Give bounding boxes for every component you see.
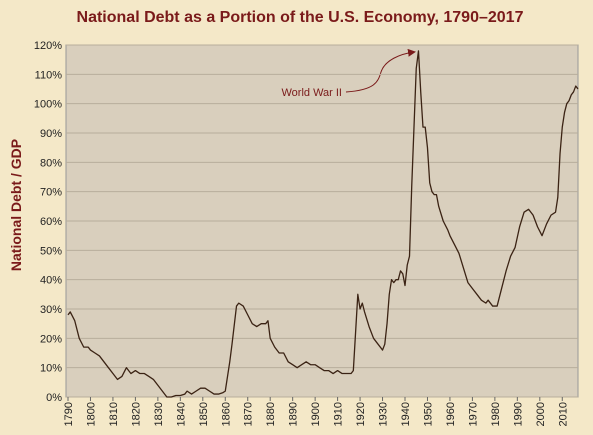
- y-tick-label: 40%: [40, 275, 62, 287]
- chart-title: National Debt as a Portion of the U.S. E…: [77, 9, 524, 26]
- y-axis-label: National Debt / GDP: [8, 139, 24, 271]
- x-tick-label: 1980: [490, 402, 502, 426]
- debt-line: [67, 50, 579, 398]
- y-tick-label: 110%: [35, 69, 63, 81]
- x-tick-label: 1950: [422, 402, 434, 426]
- y-tick-label: 0%: [46, 392, 62, 404]
- x-tick-label: 1880: [265, 402, 277, 426]
- y-tick-label: 30%: [40, 304, 62, 316]
- x-tick-label: 1870: [243, 402, 255, 426]
- x-tick-label: 1850: [198, 402, 210, 426]
- x-tick-label: 1810: [108, 402, 120, 426]
- y-tick-label: 100%: [34, 99, 62, 111]
- x-tick-label: 1910: [333, 402, 345, 426]
- x-tick-label: 1890: [288, 402, 300, 426]
- x-tick-label: 1940: [400, 402, 412, 426]
- x-tick-label: 1930: [378, 402, 390, 426]
- y-tick-label: 90%: [40, 128, 62, 140]
- x-tick-label: 1990: [512, 402, 524, 426]
- x-tick-label: 1790: [63, 402, 75, 426]
- x-tick-label: 1800: [85, 402, 97, 426]
- x-tick-label: 2010: [557, 402, 569, 426]
- y-tick-label: 60%: [40, 216, 62, 228]
- x-tick-label: 1920: [355, 402, 367, 426]
- y-tick-label: 120%: [34, 40, 62, 52]
- y-tick-label: 20%: [40, 333, 62, 345]
- y-tick-label: 10%: [40, 363, 62, 375]
- x-tick-label: 1830: [153, 402, 165, 426]
- annotation-arrow: [345, 48, 416, 93]
- y-tick-label: 50%: [40, 245, 62, 257]
- x-tick-label: 1840: [175, 402, 187, 426]
- x-tick-label: 1860: [220, 402, 232, 426]
- y-tick-label: 80%: [40, 157, 62, 169]
- annotation: World War II: [281, 87, 342, 99]
- x-tick-label: 1820: [130, 402, 142, 426]
- y-tick-label: 70%: [40, 187, 62, 199]
- x-tick-label: 2000: [535, 402, 547, 426]
- x-tick-label: 1970: [467, 402, 479, 426]
- x-tick-label: 1900: [310, 402, 322, 426]
- x-tick-label: 1960: [445, 402, 457, 426]
